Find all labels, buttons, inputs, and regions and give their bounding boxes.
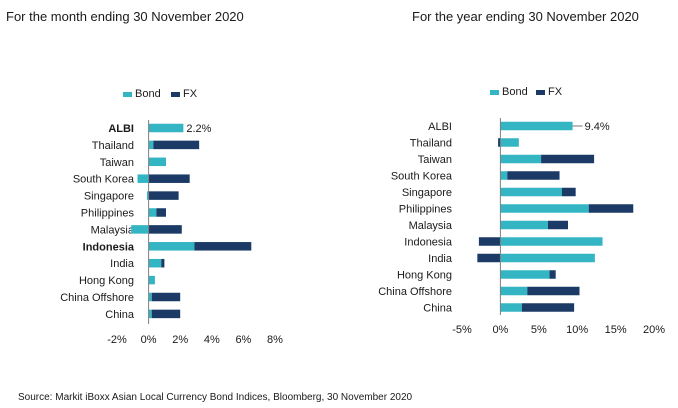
bar-bond bbox=[148, 208, 157, 217]
category-label: Malaysia bbox=[91, 224, 135, 236]
bar-fx bbox=[148, 191, 179, 200]
bar-bond bbox=[500, 187, 562, 197]
category-label: India bbox=[428, 253, 453, 265]
category-label: China bbox=[105, 309, 135, 321]
bar-bond bbox=[500, 220, 549, 230]
bar-bond bbox=[148, 258, 162, 268]
bar-bond bbox=[500, 121, 573, 131]
category-label: Hong Kong bbox=[397, 270, 452, 282]
bar-bond bbox=[500, 270, 550, 279]
bar-fx bbox=[148, 225, 182, 234]
category-label: Hong Kong bbox=[79, 275, 134, 287]
bar-fx bbox=[507, 171, 560, 180]
legend-label-bond: Bond bbox=[135, 88, 161, 100]
bar-bond bbox=[148, 275, 155, 285]
category-label: Thailand bbox=[92, 140, 134, 152]
bar-fx bbox=[498, 138, 501, 147]
category-label: Indonesia bbox=[83, 241, 135, 253]
bar-fx bbox=[549, 270, 556, 279]
data-label: 2.2% bbox=[186, 123, 211, 135]
category-label: India bbox=[110, 258, 135, 270]
bar-bond bbox=[148, 123, 184, 133]
category-label: China Offshore bbox=[60, 292, 134, 304]
bar-bond bbox=[148, 292, 152, 302]
x-tick-label: 5% bbox=[531, 324, 547, 336]
bar-bond bbox=[500, 154, 542, 164]
bar-bond bbox=[500, 286, 528, 296]
x-tick-label: 4% bbox=[204, 334, 220, 346]
bar-fx bbox=[151, 292, 181, 302]
bar-bond bbox=[500, 171, 508, 180]
bar-bond bbox=[148, 157, 166, 167]
bar-bond bbox=[500, 253, 595, 263]
legend-label-fx: FX bbox=[548, 86, 563, 98]
bar-fx bbox=[541, 154, 595, 164]
category-label: Indonesia bbox=[404, 237, 453, 249]
x-tick-label: 0% bbox=[492, 324, 508, 336]
bar-fx bbox=[194, 242, 252, 251]
bar-fx bbox=[477, 253, 501, 263]
legend-swatch-fx bbox=[536, 90, 545, 95]
legend-swatch-fx bbox=[171, 92, 180, 97]
bar-bond bbox=[137, 174, 149, 183]
category-label: ALBI bbox=[428, 121, 452, 133]
category-label: Philippines bbox=[399, 204, 453, 216]
source-note: Source: Markit iBoxx Asian Local Currenc… bbox=[18, 392, 413, 403]
category-label: Singapore bbox=[84, 191, 134, 203]
category-label: Thailand bbox=[410, 138, 452, 150]
chart-title-month: For the month ending 30 November 2020 bbox=[6, 9, 244, 24]
x-tick-label: 6% bbox=[235, 334, 251, 346]
x-tick-label: 15% bbox=[605, 324, 627, 336]
x-tick-label: 20% bbox=[643, 324, 665, 336]
x-tick-label: 2% bbox=[172, 334, 188, 346]
bar-fx bbox=[478, 237, 501, 246]
bar-fx bbox=[153, 140, 200, 150]
legend-label-bond: Bond bbox=[502, 86, 528, 98]
category-label: Singapore bbox=[402, 187, 452, 199]
bar-fx bbox=[148, 174, 190, 183]
category-label: South Korea bbox=[391, 171, 453, 183]
category-label: Malaysia bbox=[409, 220, 453, 232]
yearly-return-chart: Bond FX ALBI 9.4% Thailand Taiwan South Korea S… bbox=[378, 86, 665, 336]
category-label: Taiwan bbox=[100, 157, 134, 169]
bar-bond bbox=[148, 140, 154, 150]
x-tick-label: -2% bbox=[107, 334, 127, 346]
legend-swatch-bond bbox=[123, 92, 132, 97]
category-label: Philippines bbox=[81, 208, 135, 220]
bar-bond bbox=[500, 303, 522, 312]
bar-bond bbox=[147, 191, 149, 200]
x-tick-label: 0% bbox=[141, 334, 157, 346]
bar-fx bbox=[561, 187, 576, 197]
bar-fx bbox=[156, 208, 166, 217]
legend-swatch-bond bbox=[490, 90, 499, 95]
x-tick-label: 10% bbox=[566, 324, 588, 336]
x-tick-label: -5% bbox=[452, 324, 472, 336]
bar-bond bbox=[148, 309, 152, 319]
bar-fx bbox=[527, 286, 580, 296]
legend-label-fx: FX bbox=[183, 88, 198, 100]
monthly-return-chart: Bond FX ALBI 2.2% Thailand Taiwan South Korea S… bbox=[60, 88, 283, 346]
bar-fx bbox=[521, 303, 575, 312]
bar-fx bbox=[548, 220, 568, 230]
x-tick-label: 8% bbox=[267, 334, 283, 346]
bar-bond bbox=[500, 237, 603, 246]
bar-fx bbox=[151, 309, 181, 319]
category-label: ALBI bbox=[108, 123, 134, 135]
category-label: China Offshore bbox=[378, 286, 452, 298]
bar-bond bbox=[500, 204, 589, 213]
bar-fx bbox=[588, 204, 634, 213]
category-label: Taiwan bbox=[418, 154, 452, 166]
chart-title-year: For the year ending 30 November 2020 bbox=[412, 9, 639, 24]
bar-bond bbox=[131, 225, 149, 234]
data-label: 9.4% bbox=[585, 121, 610, 133]
bar-bond bbox=[148, 242, 195, 251]
bar-bond bbox=[500, 138, 519, 147]
bar-fx bbox=[161, 258, 165, 268]
category-label: South Korea bbox=[73, 174, 135, 186]
category-label: China bbox=[423, 303, 453, 315]
